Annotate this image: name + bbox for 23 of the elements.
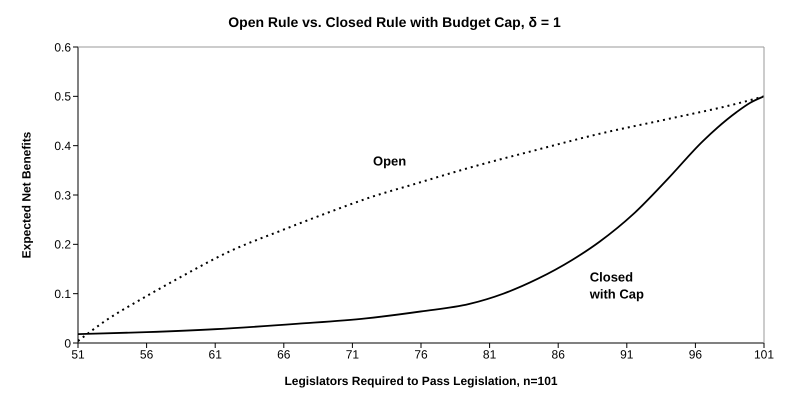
y-axis-title: Expected Net Benefits bbox=[19, 131, 34, 258]
x-tick-label: 101 bbox=[754, 348, 774, 362]
x-axis-title: Legislators Required to Pass Legislation, n=101 bbox=[284, 374, 558, 388]
y-tick-label: 0.1 bbox=[54, 286, 72, 301]
x-tick-label: 96 bbox=[688, 348, 702, 362]
x-tick-label: 61 bbox=[208, 348, 222, 362]
y-tick-label: 0.2 bbox=[54, 238, 72, 252]
series-label: Closed with Cap bbox=[588, 269, 644, 302]
x-tick-label: 56 bbox=[140, 348, 154, 362]
x-tick-label: 71 bbox=[346, 348, 360, 362]
y-tick-label: 0.6 bbox=[54, 40, 72, 54]
y-tick-label: 0 bbox=[64, 336, 72, 350]
x-tick-label: 66 bbox=[277, 348, 291, 362]
y-tick-label: 0.5 bbox=[54, 90, 72, 104]
x-tick-label: 86 bbox=[552, 348, 566, 362]
x-tick-label: 81 bbox=[482, 348, 497, 362]
x-tick-label: 91 bbox=[620, 348, 634, 362]
chart-title: Open Rule vs. Closed Rule with Budget Cap, δ = 1 bbox=[227, 13, 562, 32]
y-tick-label: 0.4 bbox=[54, 138, 72, 153]
y-tick-label: 0.3 bbox=[54, 188, 72, 202]
x-tick-label: 76 bbox=[414, 348, 428, 362]
series-label: Open bbox=[372, 153, 406, 168]
x-tick-label: 51 bbox=[71, 348, 85, 362]
